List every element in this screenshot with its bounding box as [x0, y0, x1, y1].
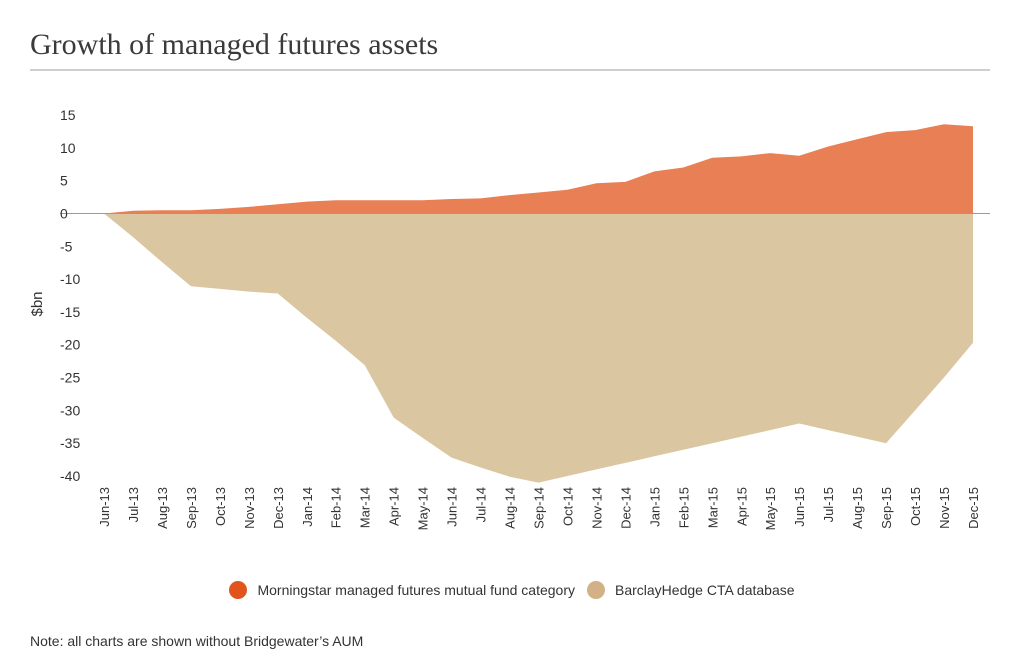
x-tick-label: May-15 — [763, 487, 778, 530]
x-axis-ticks: Jun-13 Jul-13 Aug-13 Sep-13 Oct-13 Nov-13 Dec-… — [97, 487, 981, 530]
x-tick-label: Aug-14 — [503, 487, 518, 529]
x-tick-label: Feb-15 — [676, 487, 691, 528]
x-tick-label: Oct-15 — [908, 487, 923, 526]
chart-title: Growth of managed futures assets — [30, 28, 439, 61]
y-tick-label: 15 — [60, 107, 76, 123]
x-tick-label: Jul-15 — [821, 487, 836, 522]
y-axis-label: $bn — [29, 291, 46, 316]
x-tick-label: Nov-15 — [937, 487, 952, 529]
x-tick-label: Dec-13 — [271, 487, 286, 529]
y-axis-ticks: 15 10 5 0 -5 -10 -15 -20 -25 -30 -35 -40 — [60, 107, 80, 484]
x-tick-label: Oct-14 — [560, 487, 575, 526]
y-tick-label: -10 — [60, 271, 80, 287]
x-tick-label: Jan-14 — [300, 487, 315, 527]
x-tick-label: Jun-14 — [445, 487, 460, 527]
x-tick-label: Nov-13 — [242, 487, 257, 529]
y-tick-label: 0 — [60, 206, 68, 222]
y-tick-label: -30 — [60, 402, 80, 418]
x-tick-label: Nov-14 — [589, 487, 604, 529]
x-tick-label: Aug-13 — [155, 487, 170, 529]
x-tick-label: Sep-15 — [879, 487, 894, 529]
area-morningstar — [104, 124, 973, 214]
y-tick-label: -35 — [60, 435, 80, 451]
x-tick-label: Mar-15 — [705, 487, 720, 528]
x-tick-label: Oct-13 — [213, 487, 228, 526]
legend-item-morningstar: Morningstar managed futures mutual fund … — [229, 581, 575, 599]
x-tick-label: Aug-15 — [850, 487, 865, 529]
y-tick-label: 10 — [60, 140, 76, 156]
y-tick-label: -25 — [60, 370, 80, 386]
x-tick-label: Dec-15 — [966, 487, 981, 529]
area-barclayhedge — [104, 213, 973, 483]
y-tick-label: 5 — [60, 173, 68, 189]
legend-swatch-morningstar — [229, 581, 248, 599]
x-tick-label: Jul-14 — [474, 487, 489, 522]
y-tick-label: -15 — [60, 304, 80, 320]
footnote: Note: all charts are shown without Bridg… — [30, 633, 364, 649]
y-tick-label: -20 — [60, 337, 80, 353]
chart-legend: Morningstar managed futures mutual fund … — [0, 578, 1024, 602]
x-tick-label: Sep-14 — [532, 487, 547, 529]
x-tick-label: Feb-14 — [329, 487, 344, 528]
legend-item-barclayhedge: BarclayHedge CTA database — [587, 581, 795, 599]
legend-swatch-barclayhedge — [587, 581, 605, 599]
area-chart: 15 10 5 0 -5 -10 -15 -20 -25 -30 -35 -40 Jun-13 Jul-… — [29, 107, 990, 530]
legend-label-barclayhedge: BarclayHedge CTA database — [615, 582, 795, 598]
y-tick-label: -40 — [60, 468, 80, 484]
x-tick-label: Jun-15 — [792, 487, 807, 527]
title-divider — [30, 69, 990, 71]
legend-label-morningstar: Morningstar managed futures mutual fund … — [257, 582, 575, 598]
x-tick-label: Apr-15 — [734, 487, 749, 526]
x-tick-label: Dec-14 — [618, 487, 633, 529]
x-tick-label: Jan-15 — [647, 487, 662, 527]
x-tick-label: Jun-13 — [97, 487, 112, 527]
x-tick-label: Jul-13 — [126, 487, 141, 522]
x-tick-label: Mar-14 — [358, 487, 373, 528]
y-tick-label: -5 — [60, 238, 73, 254]
x-tick-label: May-14 — [416, 487, 431, 530]
chart-areas — [104, 124, 973, 483]
x-tick-label: Sep-13 — [184, 487, 199, 529]
x-tick-label: Apr-14 — [387, 487, 402, 526]
